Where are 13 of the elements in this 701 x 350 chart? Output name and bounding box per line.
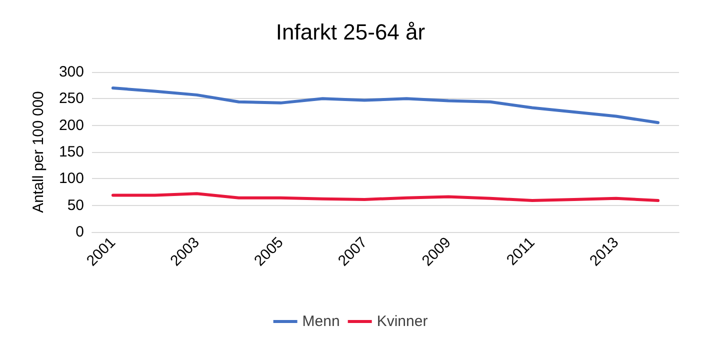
y-axis-title: Antall per 100 000 [30, 91, 47, 213]
line-series [111, 192, 660, 202]
y-tick-label: 250 [58, 90, 84, 108]
y-tick-label: 0 [76, 224, 84, 240]
legend-label: Kvinner [376, 313, 428, 330]
legend-label: Menn [302, 313, 340, 330]
y-tick-label: 150 [58, 144, 84, 160]
y-tick-label: 200 [58, 116, 84, 134]
line-series [111, 86, 660, 124]
y-tick-label: 50 [67, 196, 84, 214]
y-tick-label: 300 [58, 64, 84, 80]
chart-title: Infarkt 25-64 år [276, 20, 426, 44]
y-tick-label: 100 [58, 170, 84, 188]
